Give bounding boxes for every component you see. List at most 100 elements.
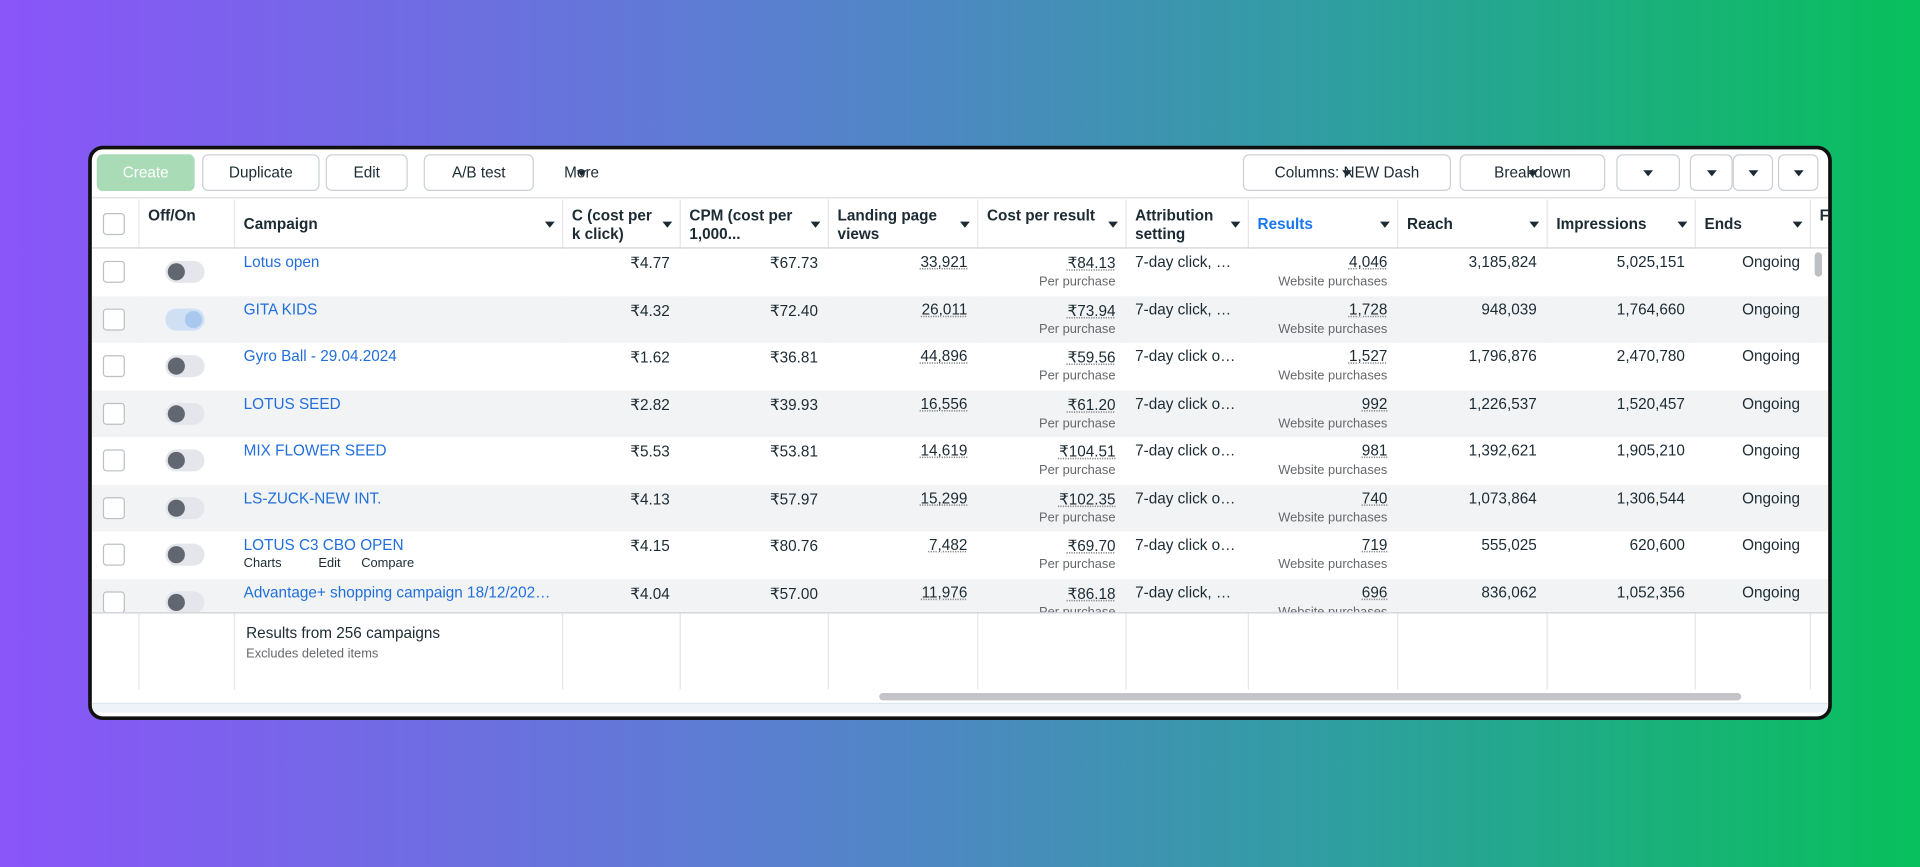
toggle[interactable]: [165, 260, 205, 283]
cell-sublabel: Per purchase: [1039, 462, 1116, 478]
toggle[interactable]: [165, 355, 205, 378]
toolbar-button[interactable]: Create: [96, 154, 195, 192]
cell-ends: Ongoing: [1742, 253, 1801, 271]
cell-attribution: 7-day click or ...: [1135, 394, 1243, 413]
cell-cpc: ₹1.62: [630, 348, 670, 367]
toggle[interactable]: [165, 590, 205, 613]
caret: [1643, 169, 1654, 176]
cell-results: 719: [1361, 536, 1388, 554]
checkbox[interactable]: [102, 402, 125, 425]
cell-reach: 555,025: [1481, 536, 1537, 554]
checkbox[interactable]: [102, 590, 125, 613]
toolbar-button[interactable]: Edit: [325, 154, 408, 192]
cell-cpm: ₹36.81: [769, 348, 818, 367]
column-header[interactable]: Cost per result: [977, 200, 1125, 249]
row: [91, 295, 1829, 343]
column-header[interactable]: Landing page views: [828, 200, 977, 249]
campaign-name[interactable]: GITA KIDS: [243, 300, 318, 318]
cell-sublabel: Website purchases: [1278, 604, 1388, 613]
cell-sublabel: Website purchases: [1278, 557, 1388, 572]
column-header[interactable]: Results: [1248, 200, 1397, 249]
cell-reach: 1,796,876: [1468, 347, 1537, 365]
checkbox[interactable]: [102, 449, 125, 472]
cell-ends: Ongoing: [1742, 536, 1801, 554]
cell-sublabel: Website purchases: [1278, 415, 1388, 431]
cell-attribution: 7-day click or ...: [1135, 347, 1243, 365]
toggle[interactable]: [165, 449, 205, 472]
caret: [544, 221, 555, 228]
icon-button[interactable]: [1689, 154, 1733, 192]
toolbar-button[interactable]: Columns: NEW Dash: [1242, 154, 1452, 192]
icon-button[interactable]: [1732, 154, 1774, 192]
cell-reach: 836,062: [1481, 583, 1537, 601]
column-header[interactable]: Ends: [1695, 200, 1810, 249]
cell-cpm: ₹39.93: [769, 396, 818, 414]
toggle[interactable]: [165, 496, 205, 519]
cell-impressions: 1,764,660: [1616, 300, 1685, 318]
cell-cost-per-result: ₹73.94: [1067, 301, 1116, 319]
campaign-name[interactable]: Gyro Ball - 29.04.2024: [243, 347, 397, 365]
caret: [662, 221, 673, 228]
toolbar-button[interactable]: Breakdown: [1459, 154, 1606, 192]
toggle[interactable]: [165, 307, 205, 331]
toolbar-button[interactable]: A/B test: [423, 154, 534, 192]
cell-cost-per-result: ₹61.20: [1067, 396, 1116, 414]
cell-reach: 3,185,824: [1468, 253, 1537, 271]
campaign-name[interactable]: LOTUS SEED: [243, 394, 341, 413]
column-header[interactable]: Impressions: [1547, 200, 1695, 249]
cell-attribution: 7-day click or ...: [1135, 536, 1243, 554]
campaign-name[interactable]: Lotus open: [243, 253, 320, 271]
campaign-name[interactable]: LOTUS C3 CBO OPEN: [243, 536, 404, 554]
column-header[interactable]: Reach: [1397, 200, 1546, 249]
checkbox[interactable]: [102, 355, 125, 378]
cell-sublabel: Website purchases: [1278, 274, 1388, 289]
checkbox[interactable]: [102, 543, 125, 566]
row: [91, 342, 1829, 391]
scrollbar-thumb[interactable]: [879, 693, 1742, 701]
cell-cpc: ₹4.32: [630, 301, 670, 319]
caret: [1529, 221, 1540, 228]
column-header[interactable]: F: [1819, 206, 1829, 225]
vscroll-thumb[interactable]: [1814, 252, 1823, 277]
row-action[interactable]: Compare: [361, 555, 415, 571]
cell-impressions: 620,600: [1629, 536, 1685, 554]
column-header[interactable]: Attribution setting: [1125, 200, 1247, 249]
cell-ends: Ongoing: [1742, 583, 1801, 601]
cell-sublabel: Per purchase: [1039, 368, 1116, 384]
column-header[interactable]: CPM (cost per 1,000...: [680, 200, 828, 249]
toolbar-button[interactable]: More: [545, 154, 618, 191]
toggle-knob: [167, 263, 185, 281]
toggle[interactable]: [165, 402, 205, 425]
checkbox[interactable]: [102, 260, 125, 283]
cell-cpm: ₹57.97: [769, 490, 818, 508]
campaign-name[interactable]: MIX FLOWER SEED: [243, 442, 387, 460]
cell-impressions: 1,306,544: [1616, 489, 1685, 507]
row-action[interactable]: Edit: [318, 555, 341, 571]
cell-attribution: 7-day click or ...: [1135, 442, 1243, 460]
icon-button[interactable]: [1616, 154, 1681, 192]
cell-sublabel: Per purchase: [1039, 604, 1116, 613]
column-header[interactable]: Off/On: [148, 206, 196, 225]
icon-button[interactable]: [1777, 154, 1819, 192]
caret: [1677, 221, 1688, 228]
checkbox[interactable]: [102, 496, 125, 519]
campaign-name[interactable]: LS-ZUCK-NEW INT.: [243, 489, 382, 507]
ads-manager-table: Create Duplicate Edit A/B test More Columns: …: [88, 145, 1832, 721]
button-label: Columns: NEW Dash: [1274, 164, 1420, 182]
row-action[interactable]: Charts: [243, 555, 282, 571]
toolbar-button[interactable]: Duplicate: [202, 154, 320, 192]
cell-cost-per-result: ₹86.18: [1067, 584, 1116, 602]
cell-results: 1,728: [1349, 300, 1388, 318]
cell-cpm: ₹72.40: [769, 301, 818, 319]
column-header[interactable]: C (cost per k click): [562, 200, 680, 249]
cell-results: 981: [1361, 442, 1388, 460]
row: [91, 390, 1829, 438]
toggle-knob: [167, 404, 185, 422]
checkbox[interactable]: [102, 307, 125, 331]
toggle[interactable]: [165, 543, 205, 566]
cell-landing-page-views: 16,556: [920, 394, 968, 413]
checkbox[interactable]: [102, 213, 125, 236]
column-header[interactable]: Campaign: [234, 200, 562, 249]
rows: Lotus open ₹4.77 ₹67.73 33,921 ₹84.13 Per pur…: [91, 248, 1829, 613]
campaign-name[interactable]: Advantage+ shopping campaign 18/12/2024 …: [243, 583, 561, 601]
